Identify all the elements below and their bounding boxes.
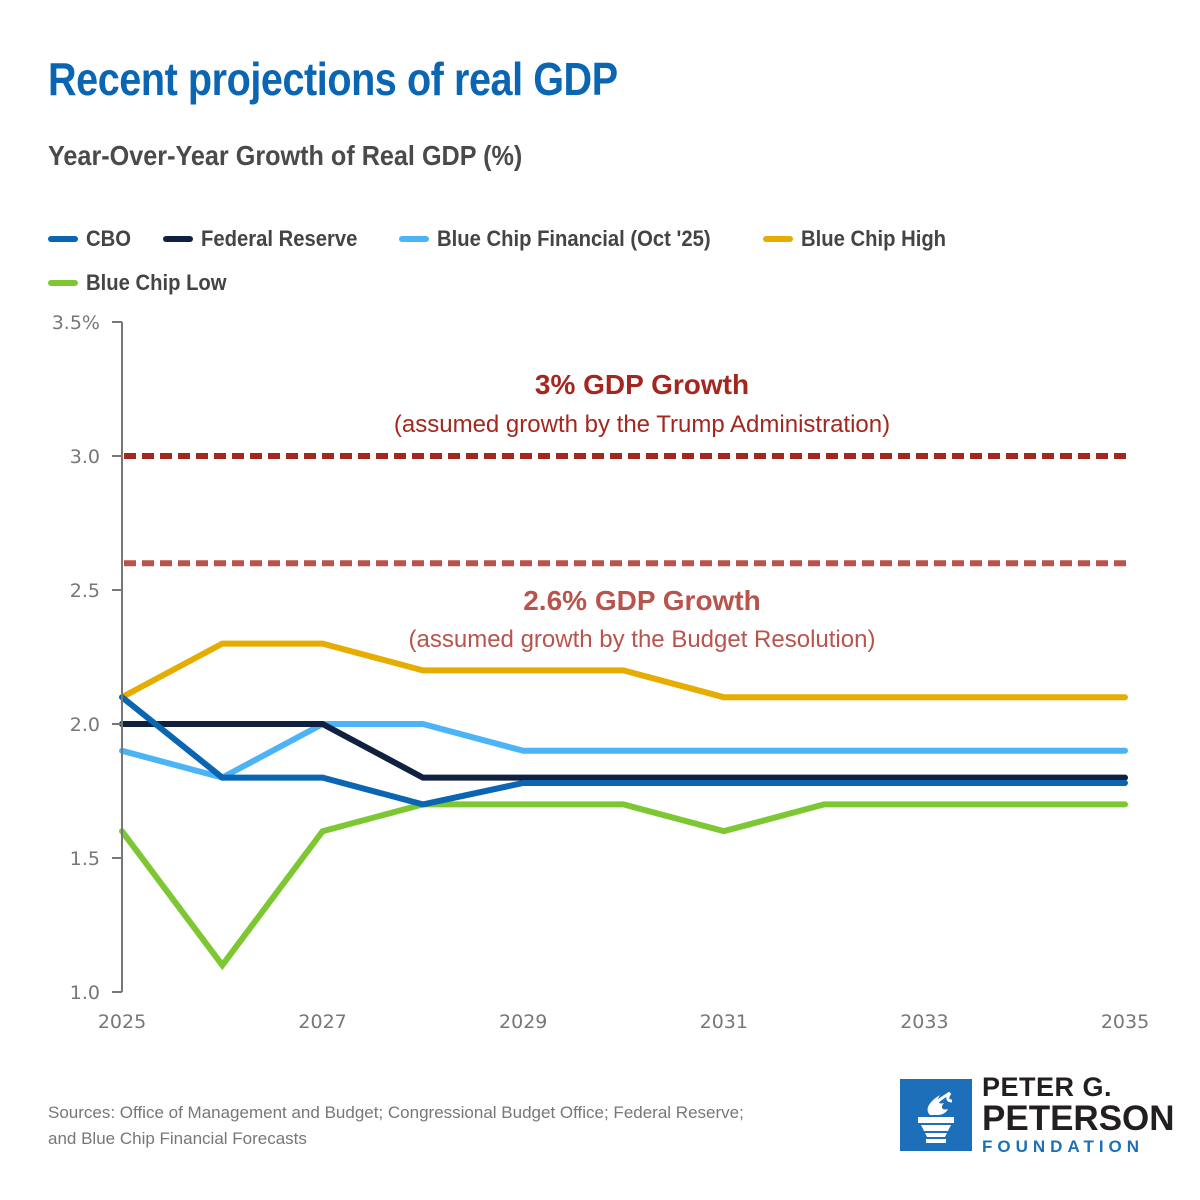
legend-label: Blue Chip Financial (Oct '25): [437, 226, 711, 251]
y-tick-label: 2.5: [70, 580, 100, 602]
sources-line-1: Sources: Office of Management and Budget…: [48, 1103, 744, 1122]
x-tick-label: 2031: [700, 1011, 748, 1033]
legend-swatch: [48, 280, 78, 286]
legend-label: Blue Chip Low: [86, 270, 227, 295]
page-title: Recent projections of real GDP: [48, 53, 618, 105]
legend-swatch: [399, 236, 430, 242]
peterson-foundation-logo: PETER G. PETERSON FOUNDATION: [900, 1074, 1175, 1155]
legend-label: Blue Chip High: [800, 226, 946, 251]
annotations: 3% GDP Growth (assumed growth by the Trum…: [394, 369, 890, 653]
torch-icon: [900, 1078, 972, 1151]
y-tick-label: 2.0: [70, 714, 100, 736]
reference-label: 2.6% GDP Growth: [523, 585, 761, 616]
x-tick-label: 2027: [298, 1011, 346, 1033]
legend-item-blue-chip-financial: Blue Chip Financial (Oct '25): [399, 219, 734, 259]
series-line-blue-chip-low: [119, 801, 1128, 971]
series-lines: [119, 640, 1128, 971]
y-tick-label: 3.0: [70, 446, 100, 468]
sources-line-2: and Blue Chip Financial Forecasts: [48, 1129, 307, 1148]
axes: 3.5% 3.0 2.5 2.0 1.5 1.0 2025 2027 2029 2031 2033 2…: [52, 312, 1149, 1033]
x-tick-label: 2033: [900, 1011, 948, 1033]
reference-sublabel: (assumed growth by the Budget Resolution…: [409, 626, 876, 653]
legend-label: CBO: [86, 226, 131, 251]
legend-swatch: [163, 236, 194, 242]
logo-line-3: FOUNDATION: [982, 1137, 1145, 1156]
x-tick-label: 2035: [1101, 1011, 1149, 1033]
legend-label: Federal Reserve: [201, 226, 358, 251]
x-tick-label: 2029: [499, 1011, 547, 1033]
reference-sublabel: (assumed growth by the Trump Administrat…: [394, 411, 890, 438]
legend-item-cbo: CBO: [48, 219, 135, 259]
y-tick-label: 1.5: [70, 848, 100, 870]
logo-wordmark: PETER G. PETERSON FOUNDATION: [982, 1072, 1175, 1156]
legend-swatch: [762, 236, 793, 242]
legend-swatch: [48, 236, 78, 242]
legend-item-federal-reserve: Federal Reserve: [163, 219, 371, 259]
x-tick-label: 2025: [98, 1011, 146, 1033]
line-chart: 3.5% 3.0 2.5 2.0 1.5 1.0 2025 2027 2029 2031 2033 2…: [52, 312, 1149, 1033]
series-line-blue-chip-financial-oct-25: [119, 721, 1128, 781]
y-tick-label: 3.5%: [52, 312, 100, 334]
series-line-cbo: [119, 694, 1128, 808]
reference-lines: [124, 453, 1127, 567]
logo-line-1: PETER G.: [982, 1072, 1113, 1102]
logo-line-2: PETERSON: [982, 1099, 1175, 1138]
legend: CBO Federal Reserve Blue Chip Financial …: [48, 215, 1148, 303]
series-line-blue-chip-high: [119, 640, 1128, 701]
chart-subtitle: Year-Over-Year Growth of Real GDP (%): [48, 140, 523, 171]
y-tick-label: 1.0: [70, 982, 100, 1004]
reference-label: 3% GDP Growth: [535, 369, 749, 400]
sources-note: Sources: Office of Management and Budget…: [48, 1100, 868, 1152]
legend-item-blue-chip-high: Blue Chip High: [762, 219, 959, 259]
series-line-federal-reserve: [119, 721, 1128, 781]
legend-item-blue-chip-low: Blue Chip Low: [48, 263, 239, 303]
